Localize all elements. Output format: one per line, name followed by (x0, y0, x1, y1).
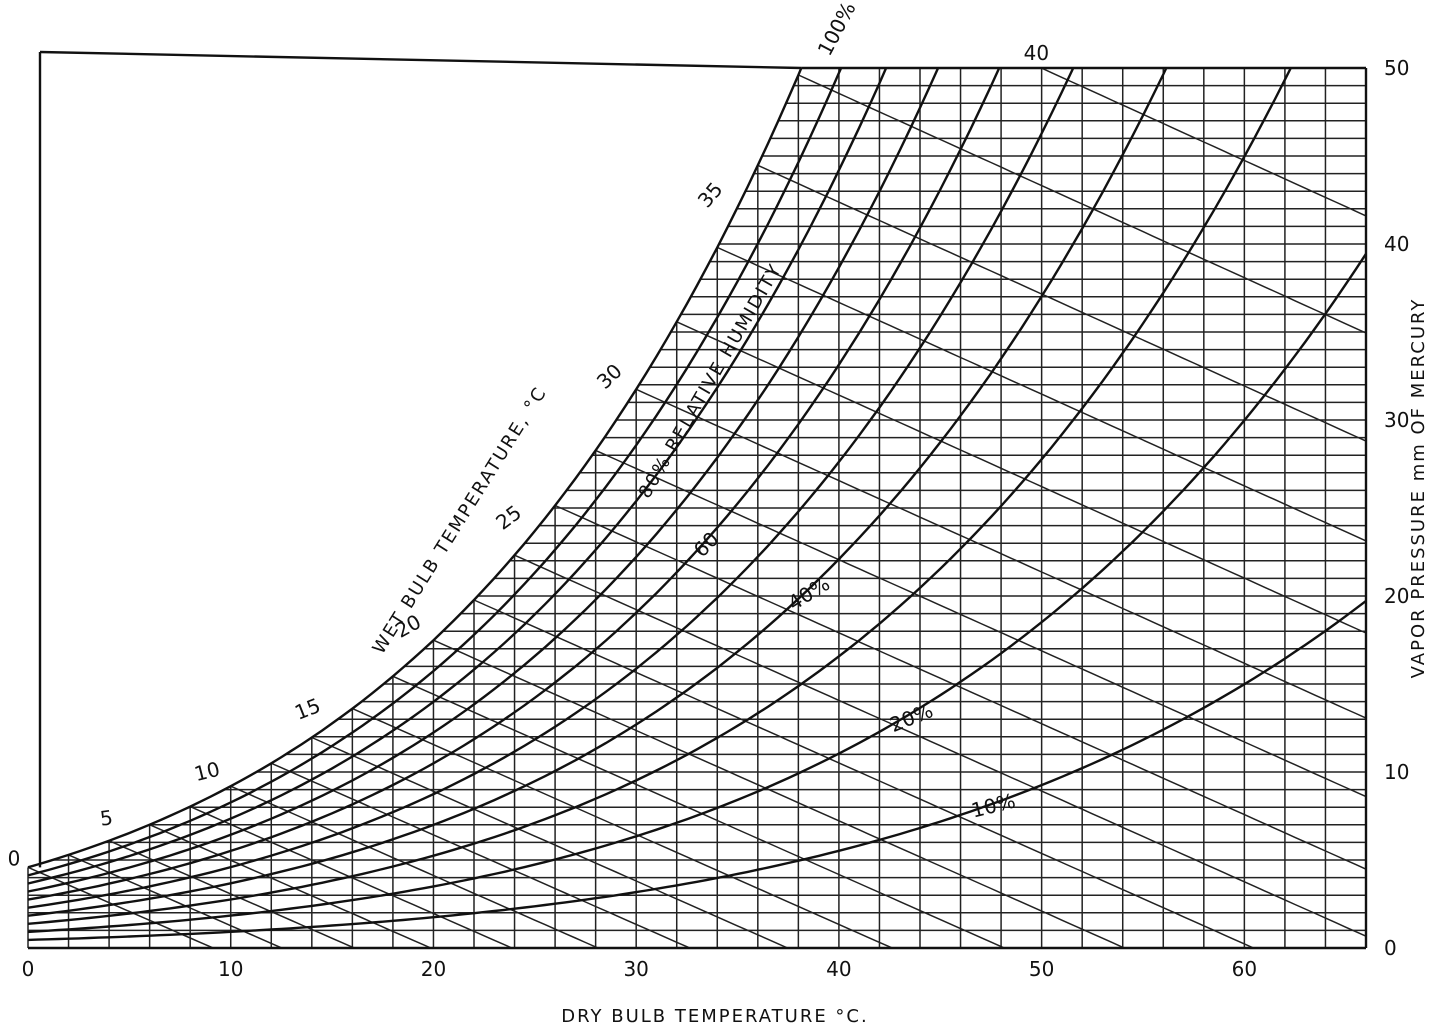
x-axis-title: DRY BULB TEMPERATURE °C. (561, 1006, 868, 1027)
rh-curve (27, 67, 888, 885)
rh-curve (27, 67, 940, 893)
x-tick-label: 50 (1029, 957, 1054, 981)
wet-bulb-line (311, 736, 788, 949)
wet-bulb-label: 15 (291, 693, 323, 725)
wet-bulb-line (68, 854, 283, 949)
wet-bulb-line (149, 824, 432, 949)
wet-bulb-label: 35 (693, 177, 728, 212)
rh-curve (27, 67, 1292, 925)
rh-curve (27, 67, 1001, 901)
y-tick-label: 10 (1384, 760, 1409, 784)
y-tick-label: 20 (1384, 584, 1409, 608)
wet-bulb-line (352, 707, 893, 949)
relative-humidity-curves (27, 67, 1368, 942)
wet-bulb-label: 30 (592, 359, 627, 394)
y-tick-label: 40 (1384, 232, 1409, 256)
wet-bulb-lines (27, 67, 1367, 949)
wet-bulb-line (595, 449, 1367, 798)
wet-bulb-line (635, 388, 1367, 719)
x-tick-label: 40 (826, 957, 851, 981)
wet-bulb-line (108, 840, 355, 949)
wet-bulb-line (716, 246, 1367, 542)
rh-curve (27, 253, 1368, 934)
wet-bulb-label: 5 (99, 805, 115, 830)
x-tick-label: 10 (218, 957, 243, 981)
wet-bulb-line (554, 504, 1367, 870)
rh-curve (27, 67, 843, 877)
x-tick-label: 30 (623, 957, 648, 981)
rh-curve-label: 10% (969, 789, 1018, 823)
rh-curve-label: 20% (886, 698, 936, 737)
wet-bulb-label: 0 (8, 846, 21, 870)
y-tick-label: 0 (1384, 936, 1397, 960)
rh-curve (27, 67, 1168, 917)
x-tick-label: 20 (421, 957, 446, 981)
wet-bulb-label: 25 (491, 500, 526, 534)
wet-bulb-line (27, 866, 214, 949)
wet-bulb-label: 40 (1024, 41, 1049, 65)
rh-curve (27, 67, 803, 869)
plot-top-mask (0, 0, 1440, 67)
rh-curve (27, 67, 1075, 909)
rh-curve-label: 60 (689, 527, 724, 562)
wet-bulb-line (433, 639, 1125, 949)
wet-bulb-line (514, 554, 1367, 937)
wet-bulb-line (798, 74, 1367, 334)
x-tick-label: 0 (22, 957, 35, 981)
y-tick-label: 30 (1384, 408, 1409, 432)
wet-bulb-line (473, 599, 1254, 949)
tick-labels: 0 10 20 30 40 50 60 0 10 20 30 40 50 (22, 56, 1410, 981)
wet-bulb-label: 10 (192, 757, 223, 786)
plot-frame (28, 50, 1368, 950)
x-tick-label: 60 (1232, 957, 1257, 981)
frame-top-edge (39, 50, 802, 70)
wet-bulb-line (271, 762, 691, 949)
y-tick-label: 50 (1384, 56, 1409, 80)
rh-curve (27, 599, 1367, 942)
wet-bulb-line (230, 785, 599, 949)
wet-bulb-line (676, 321, 1367, 634)
y-axis-title: VAPOR PRESSURE mm OF MERCURY (1408, 298, 1429, 679)
